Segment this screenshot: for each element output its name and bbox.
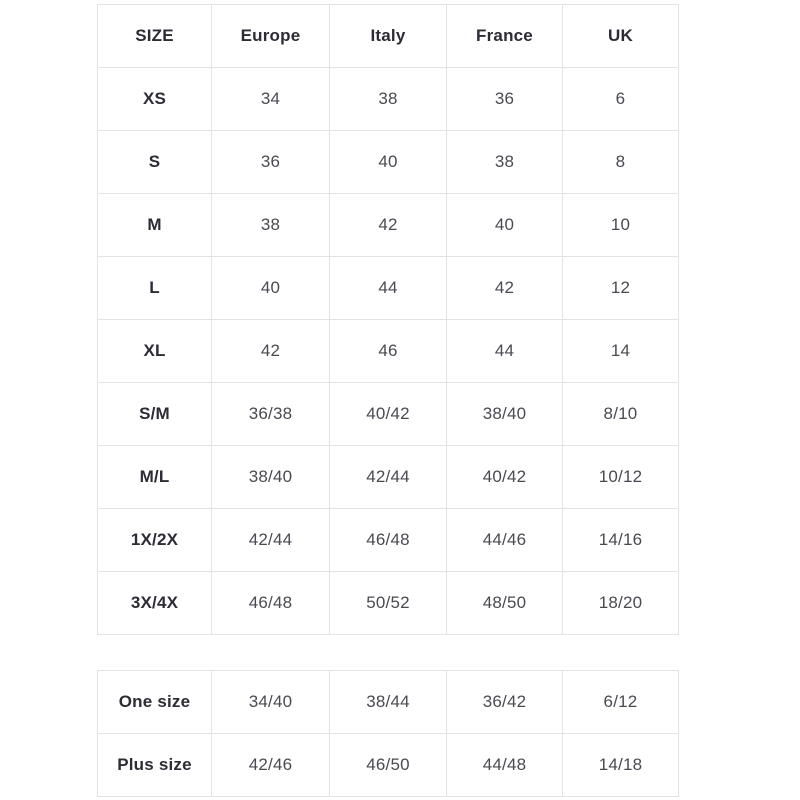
france-value: 44	[446, 319, 563, 383]
column-header-france: France	[446, 4, 563, 68]
size-label: One size	[97, 670, 212, 734]
france-value: 48/50	[446, 571, 563, 635]
size-row-ml: M/L 38/40 42/44 40/42 10/12	[97, 445, 679, 509]
size-row-xs: XS 34 38 36 6	[97, 67, 679, 131]
size-label: S/M	[97, 382, 212, 446]
size-label: 3X/4X	[97, 571, 212, 635]
italy-value: 38/44	[329, 670, 447, 734]
france-value: 36	[446, 67, 563, 131]
size-row-one-size: One size 34/40 38/44 36/42 6/12	[97, 670, 679, 734]
size-row-m: M 38 42 40 10	[97, 193, 679, 257]
size-label: Plus size	[97, 733, 212, 797]
uk-value: 8/10	[562, 382, 679, 446]
france-value: 44/46	[446, 508, 563, 572]
italy-value: 46	[329, 319, 447, 383]
uk-value: 18/20	[562, 571, 679, 635]
size-chart-section: SIZE Europe Italy France UK XS 34 38 36 …	[97, 4, 679, 797]
size-row-plus-size: Plus size 42/46 46/50 44/48 14/18	[97, 733, 679, 797]
europe-value: 36/38	[211, 382, 330, 446]
uk-value: 14	[562, 319, 679, 383]
uk-value: 6	[562, 67, 679, 131]
italy-value: 40	[329, 130, 447, 194]
uk-value: 6/12	[562, 670, 679, 734]
italy-value: 44	[329, 256, 447, 320]
europe-value: 34/40	[211, 670, 330, 734]
europe-value: 42/44	[211, 508, 330, 572]
size-row-sm: S/M 36/38 40/42 38/40 8/10	[97, 382, 679, 446]
italy-value: 42/44	[329, 445, 447, 509]
special-sizes-table: One size 34/40 38/44 36/42 6/12 Plus siz…	[97, 670, 679, 797]
size-row-l: L 40 44 42 12	[97, 256, 679, 320]
table-gap	[97, 635, 678, 670]
france-value: 42	[446, 256, 563, 320]
uk-value: 8	[562, 130, 679, 194]
header-row: SIZE Europe Italy France UK	[97, 4, 679, 68]
italy-value: 46/48	[329, 508, 447, 572]
france-value: 44/48	[446, 733, 563, 797]
size-label: S	[97, 130, 212, 194]
size-row-3x4x: 3X/4X 46/48 50/52 48/50 18/20	[97, 571, 679, 635]
europe-value: 38	[211, 193, 330, 257]
size-row-xl: XL 42 46 44 14	[97, 319, 679, 383]
size-conversion-table: SIZE Europe Italy France UK XS 34 38 36 …	[97, 4, 679, 635]
europe-value: 42	[211, 319, 330, 383]
column-header-italy: Italy	[329, 4, 447, 68]
italy-value: 40/42	[329, 382, 447, 446]
size-label: XS	[97, 67, 212, 131]
uk-value: 14/18	[562, 733, 679, 797]
uk-value: 12	[562, 256, 679, 320]
italy-value: 50/52	[329, 571, 447, 635]
size-row-1x2x: 1X/2X 42/44 46/48 44/46 14/16	[97, 508, 679, 572]
uk-value: 10/12	[562, 445, 679, 509]
france-value: 36/42	[446, 670, 563, 734]
europe-value: 38/40	[211, 445, 330, 509]
france-value: 38	[446, 130, 563, 194]
france-value: 40	[446, 193, 563, 257]
france-value: 40/42	[446, 445, 563, 509]
europe-value: 40	[211, 256, 330, 320]
size-label: XL	[97, 319, 212, 383]
size-label: M/L	[97, 445, 212, 509]
size-label: L	[97, 256, 212, 320]
italy-value: 46/50	[329, 733, 447, 797]
italy-value: 38	[329, 67, 447, 131]
france-value: 38/40	[446, 382, 563, 446]
europe-value: 42/46	[211, 733, 330, 797]
size-row-s: S 36 40 38 8	[97, 130, 679, 194]
uk-value: 10	[562, 193, 679, 257]
column-header-size: SIZE	[97, 4, 212, 68]
size-label: 1X/2X	[97, 508, 212, 572]
size-label: M	[97, 193, 212, 257]
italy-value: 42	[329, 193, 447, 257]
europe-value: 34	[211, 67, 330, 131]
europe-value: 46/48	[211, 571, 330, 635]
column-header-uk: UK	[562, 4, 679, 68]
column-header-europe: Europe	[211, 4, 330, 68]
uk-value: 14/16	[562, 508, 679, 572]
europe-value: 36	[211, 130, 330, 194]
